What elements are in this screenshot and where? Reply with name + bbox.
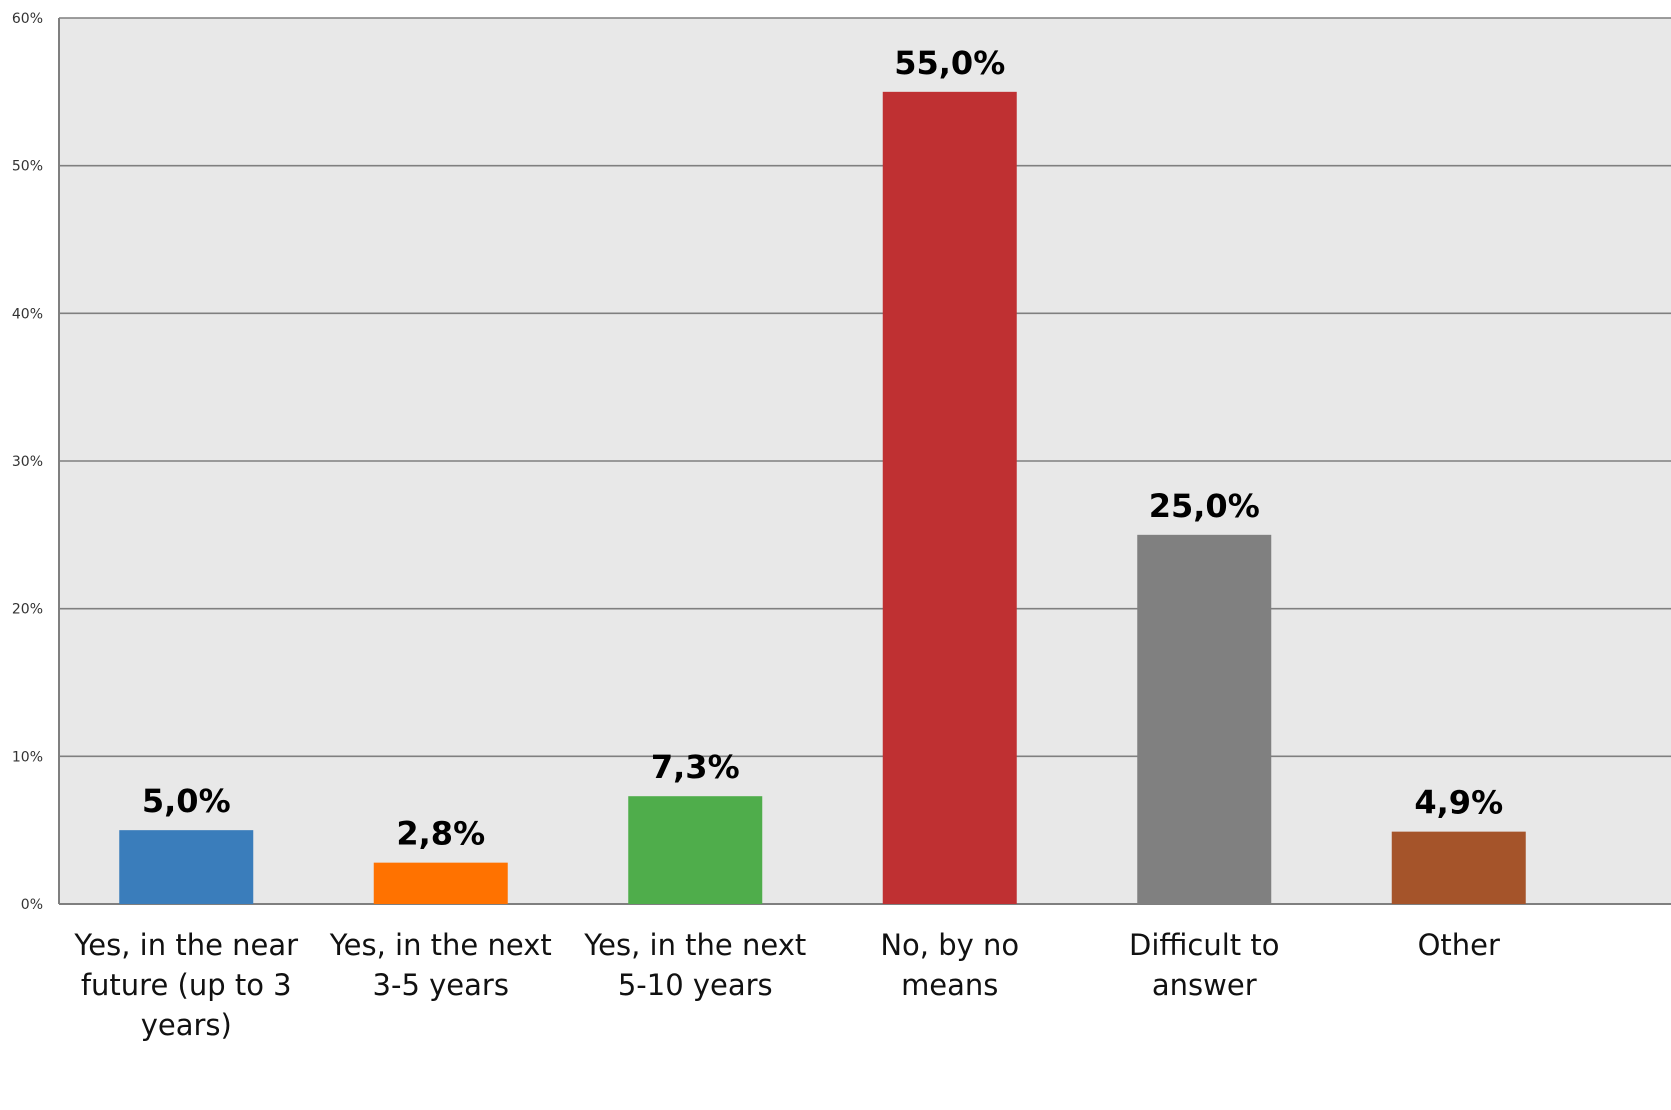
value-label: 4,9% [1414,784,1503,822]
category-label: Other [1418,928,1500,962]
value-label: 7,3% [651,748,740,786]
y-tick-label: 30% [12,454,43,470]
y-axis: 0% 10% 20% 30% 40% 50% 60% [12,11,1671,913]
gridlines [59,17,1671,758]
category-label-line: Other [1418,928,1500,962]
bar [628,796,763,904]
value-label: 5,0% [142,782,231,820]
category-label: Difficult to answer [1129,928,1280,1002]
category-label: Yes, in the next 3-5 years [329,928,552,1002]
value-labels: 5,0% 2,8% 7,3% 55,0% 25,0% 4,9% [142,44,1503,853]
category-label-line: Difficult to [1129,928,1280,962]
y-tick-label: 40% [12,306,43,322]
category-label-line: 5-10 years [618,968,773,1002]
category-label: Yes, in the next 5-10 years [583,928,806,1002]
category-label-line: Yes, in the near [73,928,298,962]
category-labels: Yes, in the near future (up to 3 years)Yes… [73,928,1500,1042]
bar [882,91,1017,905]
value-label: 2,8% [396,815,485,853]
category-label: No, by no means [880,928,1019,1002]
category-label-line: years) [141,1008,232,1042]
y-tick-label: 0% [21,897,43,913]
category-label-line: answer [1152,968,1257,1002]
category-label-line: No, by no [880,928,1019,962]
y-tick-label: 20% [12,602,43,618]
value-label: 25,0% [1149,487,1260,525]
y-tick-label: 50% [12,159,43,175]
category-label-line: Yes, in the next [329,928,552,962]
y-tick-label: 10% [12,749,43,765]
category-label-line: 3-5 years [373,968,509,1002]
bar [1137,534,1272,904]
y-tick-label: 60% [12,11,43,27]
category-label: Yes, in the near future (up to 3 years) [73,928,298,1042]
category-label-line: future (up to 3 [81,968,292,1002]
value-label: 55,0% [894,44,1005,82]
bar [1391,831,1526,904]
bar [373,862,508,904]
bar [119,830,254,904]
category-label-line: Yes, in the next [583,928,806,962]
bars [119,91,1526,905]
category-label-line: means [901,968,998,1002]
